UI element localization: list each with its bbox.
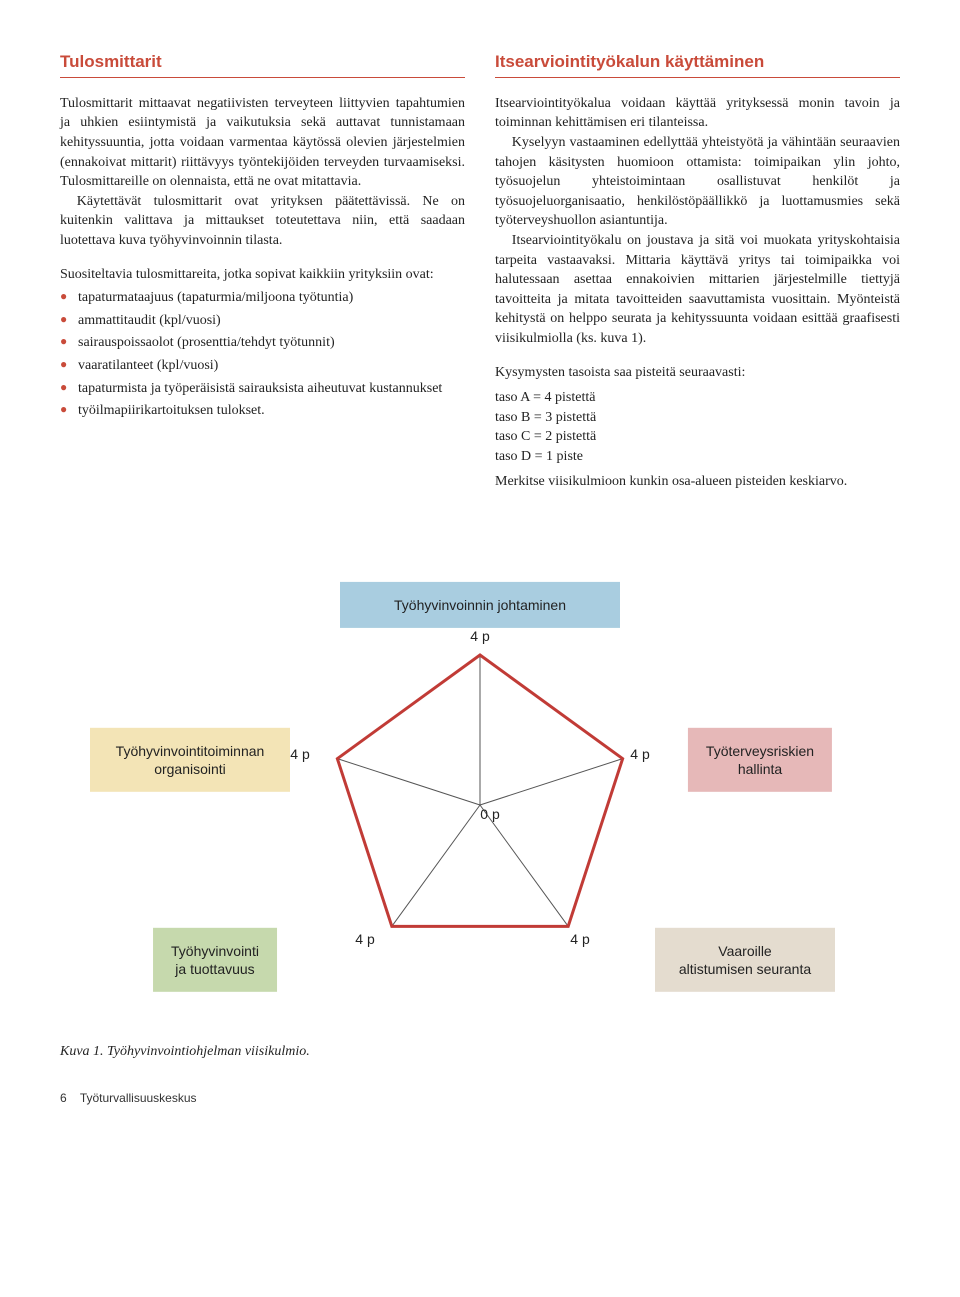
score-list: taso A = 4 pistettä taso B = 3 pistettä … [495,388,900,466]
score-line: taso B = 3 pistettä [495,408,900,428]
pentagon-chart: Työhyvinvoinnin johtaminen Työterveysris… [60,552,900,1012]
list-item: ammattitaudit (kpl/vuosi) [60,311,465,331]
chart-node-upper-right: Työterveysriskienhallinta [688,728,832,792]
right-p5: Merkitse viisikulmioon kunkin osa-alueen… [495,472,900,492]
tick-ur: 4 p [630,745,649,765]
left-p2: Käytettävät tulosmittarit ovat yrityksen… [60,192,465,251]
list-item: tapaturmataajuus (tapaturmia/miljoona ty… [60,288,465,308]
tick-ul: 4 p [290,745,309,765]
right-p2: Kyselyyn vastaaminen edellyttää yhteisty… [495,133,900,231]
chart-node-top: Työhyvinvoinnin johtaminen [340,582,620,628]
bullet-list: tapaturmataajuus (tapaturmia/miljoona ty… [60,288,465,421]
footer-org: Työturvallisuuskeskus [80,1091,197,1105]
score-line: taso A = 4 pistettä [495,388,900,408]
tick-lr: 4 p [570,930,589,950]
left-p1: Tulosmittarit mittaavat negatiivisten te… [60,94,465,192]
list-item: työilmapiirikartoituksen tulokset. [60,401,465,421]
chart-node-lower-right: Vaaroillealtistumisen seuranta [655,928,835,992]
right-p1: Itsearviointityökalua voidaan käyttää yr… [495,94,900,133]
page-number: 6 [60,1091,67,1105]
figure-caption: Kuva 1. Työhyvinvointiohjelman viisikulm… [60,1042,900,1062]
score-line: taso D = 1 piste [495,447,900,467]
list-item: vaaratilanteet (kpl/vuosi) [60,356,465,376]
left-column: Tulosmittarit Tulosmittarit mittaavat ne… [60,50,465,492]
tick-top: 4 p [470,627,489,647]
right-column: Itsearviointityökalun käyttäminen Itsear… [495,50,900,492]
right-p4: Kysymysten tasoista saa pisteitä seuraav… [495,363,900,383]
tick-ll: 4 p [355,930,374,950]
tick-center: 0 p [480,805,499,825]
right-p3: Itsearviointityökalu on joustava ja sitä… [495,231,900,349]
left-p3: Suositeltavia tulosmittareita, jotka sop… [60,265,465,285]
chart-node-lower-left: Työhyvinvointija tuottavuus [153,928,277,992]
chart-node-upper-left: Työhyvinvointitoiminnanorganisointi [90,728,290,792]
list-item: tapaturmista ja työperäisistä sairauksis… [60,379,465,399]
left-heading: Tulosmittarit [60,50,465,78]
score-line: taso C = 2 pistettä [495,427,900,447]
right-heading: Itsearviointityökalun käyttäminen [495,50,900,78]
list-item: sairauspoissaolot (prosenttia/tehdyt työ… [60,333,465,353]
page-footer: 6 Työturvallisuuskeskus [60,1090,900,1107]
